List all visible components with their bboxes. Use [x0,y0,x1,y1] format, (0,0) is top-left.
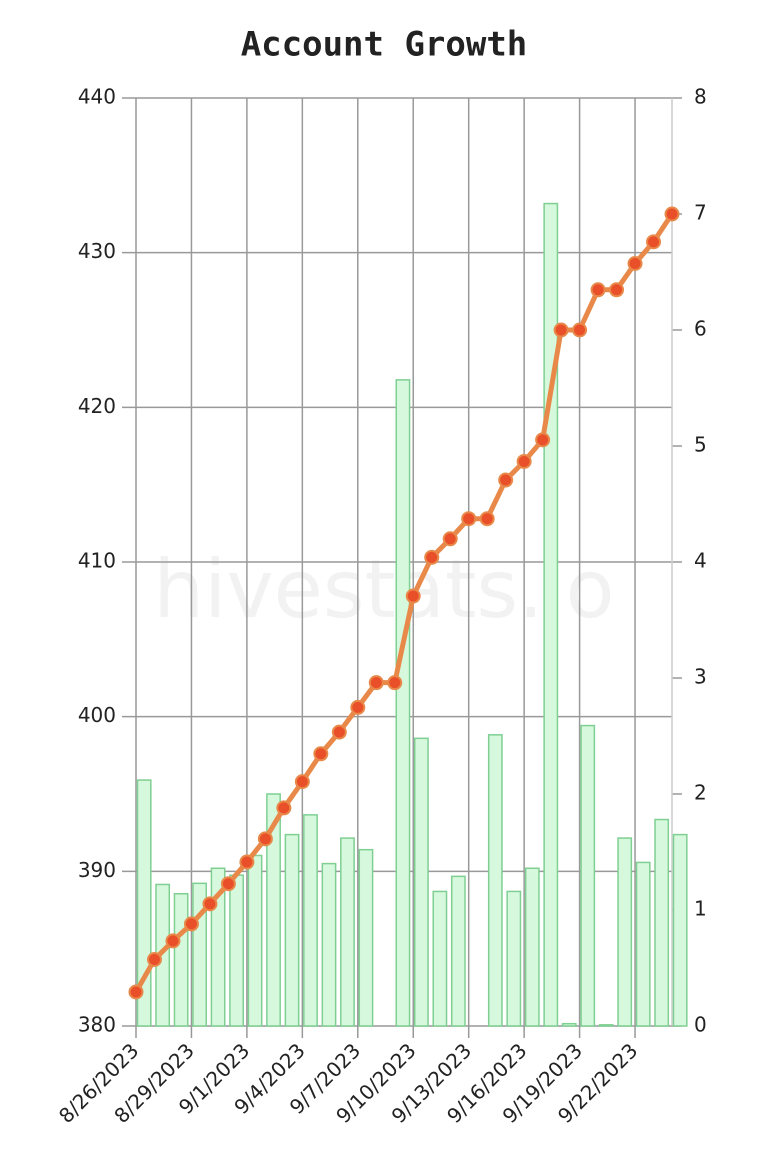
point [646,234,662,250]
bar [635,861,651,1027]
bar [303,814,318,1027]
y2-tick-label: 2 [694,781,707,805]
bar [561,1022,577,1027]
watermark: hivestats.io [153,543,614,636]
point [220,876,236,892]
bar [617,837,633,1027]
y-tick-label: 420 [78,394,116,418]
bar [173,893,189,1027]
point [202,896,218,912]
bar [487,734,503,1027]
bar [580,724,596,1027]
point [535,432,551,448]
bar [136,779,152,1027]
y2-tick-label: 3 [694,665,707,689]
bar [598,1024,614,1027]
bar [321,862,337,1027]
point [350,699,366,715]
point [442,531,458,547]
point [424,549,440,565]
point [183,916,199,932]
chart-title: Account Growth [241,25,528,65]
y-tick-label: 440 [78,85,116,109]
point [590,282,606,298]
point [479,511,495,527]
bar [506,890,522,1027]
y2-tick-label: 4 [694,549,707,573]
point [128,984,144,1000]
point [313,746,329,762]
point [257,831,273,847]
y2-tick-label: 6 [694,317,707,341]
point [572,322,588,338]
point [387,675,403,691]
point [461,511,477,527]
bar [247,854,263,1027]
bar [340,837,355,1027]
bar [266,793,281,1027]
point [627,255,643,271]
bar [654,818,670,1027]
y2-tick-label: 0 [694,1013,707,1037]
bar [672,833,688,1027]
point [498,472,514,488]
point [146,951,162,967]
y-tick-label: 390 [78,858,116,882]
bar [358,848,374,1027]
point [331,724,347,740]
point [609,282,625,298]
y2-tick-label: 7 [694,201,707,225]
y-tick-label: 410 [78,549,116,573]
bar [284,833,300,1027]
y-tick-label: 400 [78,703,116,727]
bar [450,875,466,1027]
y-tick-label: 430 [78,239,116,263]
point [664,206,680,222]
point [276,800,292,816]
point [516,453,532,469]
y2-tick-label: 1 [694,897,707,921]
point [239,854,255,870]
point [294,774,310,790]
y2-tick-label: 8 [694,85,707,109]
point [405,588,421,604]
point [165,933,181,949]
bar [524,867,540,1027]
y-tick-label: 380 [78,1013,116,1037]
point [368,675,384,691]
y2-tick-label: 5 [694,433,707,457]
point [553,322,569,338]
bar [413,737,429,1027]
bar [395,379,411,1027]
bar [229,874,244,1027]
bar [432,890,448,1027]
